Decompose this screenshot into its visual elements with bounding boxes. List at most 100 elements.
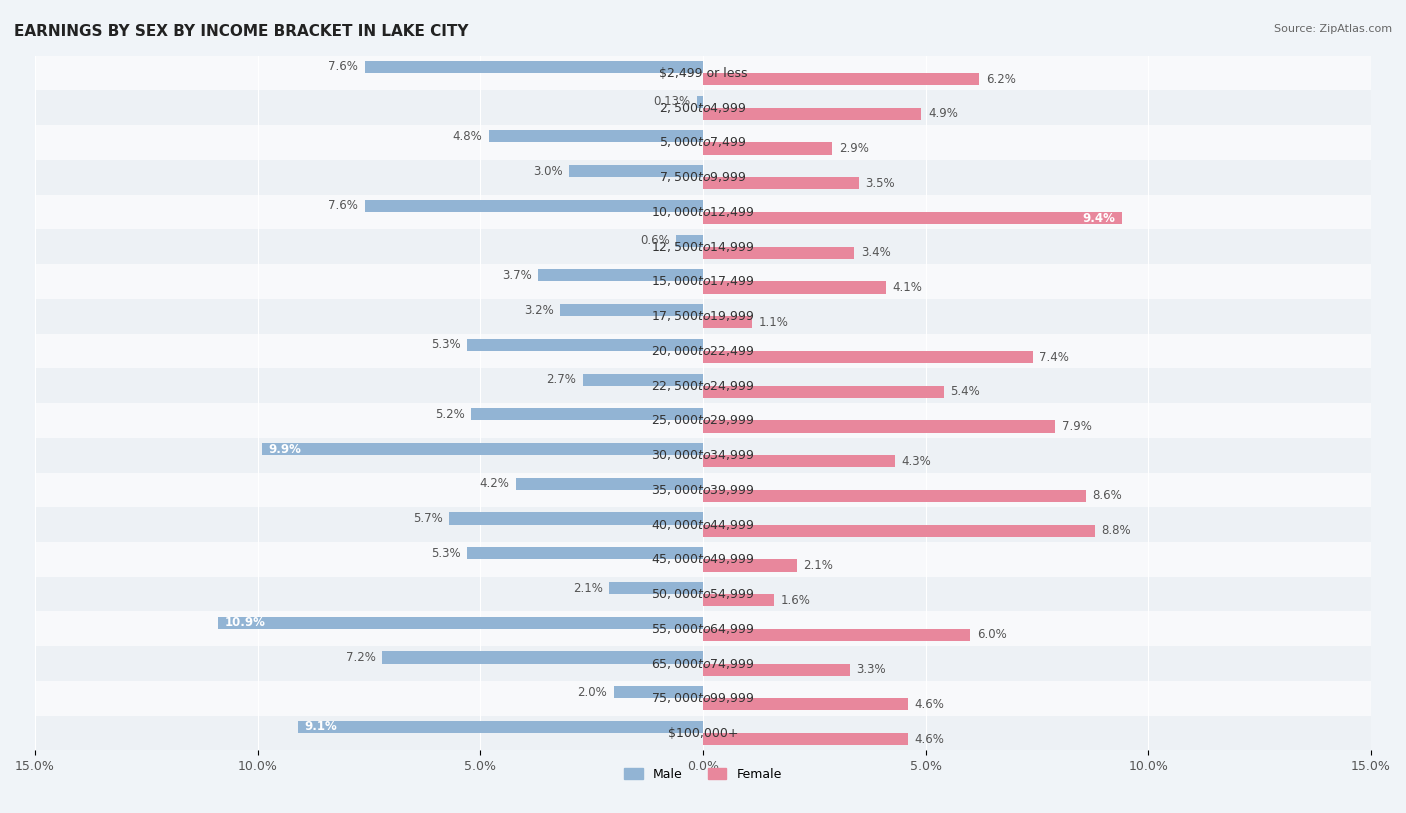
Bar bbox=[703, 351, 1032, 363]
Bar bbox=[703, 455, 894, 467]
Text: 3.7%: 3.7% bbox=[502, 269, 531, 282]
Text: 10.9%: 10.9% bbox=[224, 616, 266, 629]
Bar bbox=[382, 651, 703, 663]
Text: 5.2%: 5.2% bbox=[434, 408, 465, 421]
Text: $5,000 to $7,499: $5,000 to $7,499 bbox=[659, 136, 747, 150]
Bar bbox=[218, 617, 703, 628]
Bar bbox=[703, 108, 921, 120]
Bar bbox=[35, 403, 1371, 437]
Text: $65,000 to $74,999: $65,000 to $74,999 bbox=[651, 657, 755, 671]
Bar bbox=[467, 547, 703, 559]
Text: 8.8%: 8.8% bbox=[1102, 524, 1132, 537]
Text: 5.4%: 5.4% bbox=[950, 385, 980, 398]
Text: 0.6%: 0.6% bbox=[640, 234, 669, 247]
Bar bbox=[471, 408, 703, 420]
Bar bbox=[298, 721, 703, 733]
Text: 4.6%: 4.6% bbox=[914, 698, 945, 711]
Bar bbox=[35, 542, 1371, 576]
Bar bbox=[449, 512, 703, 524]
Bar bbox=[703, 663, 851, 676]
Text: 4.3%: 4.3% bbox=[901, 454, 931, 467]
Bar bbox=[703, 177, 859, 189]
Bar bbox=[703, 316, 752, 328]
Bar bbox=[703, 420, 1054, 433]
Bar bbox=[35, 125, 1371, 160]
Text: $12,500 to $14,999: $12,500 to $14,999 bbox=[651, 240, 755, 254]
Text: 3.4%: 3.4% bbox=[860, 246, 891, 259]
Text: 5.7%: 5.7% bbox=[413, 512, 443, 525]
Bar bbox=[703, 733, 908, 746]
Text: Source: ZipAtlas.com: Source: ZipAtlas.com bbox=[1274, 24, 1392, 34]
Text: $30,000 to $34,999: $30,000 to $34,999 bbox=[651, 448, 755, 462]
Text: 4.1%: 4.1% bbox=[893, 281, 922, 294]
Bar bbox=[703, 628, 970, 641]
Text: $40,000 to $44,999: $40,000 to $44,999 bbox=[651, 518, 755, 532]
Bar bbox=[614, 686, 703, 698]
Bar bbox=[35, 576, 1371, 611]
Text: $50,000 to $54,999: $50,000 to $54,999 bbox=[651, 587, 755, 601]
Text: 7.6%: 7.6% bbox=[328, 199, 359, 212]
Bar bbox=[35, 715, 1371, 750]
Bar bbox=[35, 160, 1371, 194]
Legend: Male, Female: Male, Female bbox=[619, 763, 787, 786]
Bar bbox=[364, 61, 703, 73]
Bar bbox=[703, 559, 797, 572]
Bar bbox=[262, 443, 703, 455]
Bar bbox=[582, 373, 703, 385]
Bar bbox=[35, 333, 1371, 368]
Bar bbox=[516, 478, 703, 490]
Text: 4.9%: 4.9% bbox=[928, 107, 957, 120]
Text: $75,000 to $99,999: $75,000 to $99,999 bbox=[651, 691, 755, 706]
Bar bbox=[538, 269, 703, 281]
Text: 0.13%: 0.13% bbox=[654, 95, 690, 108]
Bar bbox=[703, 385, 943, 398]
Text: 1.1%: 1.1% bbox=[759, 315, 789, 328]
Text: $25,000 to $29,999: $25,000 to $29,999 bbox=[651, 413, 755, 428]
Text: 7.2%: 7.2% bbox=[346, 651, 375, 664]
Bar bbox=[35, 611, 1371, 646]
Text: 9.4%: 9.4% bbox=[1083, 211, 1115, 224]
Text: 2.1%: 2.1% bbox=[803, 559, 834, 572]
Text: 7.9%: 7.9% bbox=[1062, 420, 1091, 433]
Bar bbox=[703, 212, 1122, 224]
Text: 3.5%: 3.5% bbox=[866, 176, 896, 189]
Text: $7,500 to $9,999: $7,500 to $9,999 bbox=[659, 170, 747, 185]
Bar bbox=[35, 229, 1371, 264]
Text: $2,499 or less: $2,499 or less bbox=[659, 67, 747, 80]
Bar bbox=[703, 142, 832, 154]
Text: 7.6%: 7.6% bbox=[328, 60, 359, 73]
Text: 9.1%: 9.1% bbox=[304, 720, 337, 733]
Bar bbox=[569, 165, 703, 177]
Text: 7.4%: 7.4% bbox=[1039, 350, 1069, 363]
Text: 9.9%: 9.9% bbox=[269, 442, 302, 455]
Bar bbox=[35, 646, 1371, 681]
Text: $15,000 to $17,499: $15,000 to $17,499 bbox=[651, 275, 755, 289]
Text: 3.2%: 3.2% bbox=[524, 303, 554, 316]
Bar bbox=[489, 130, 703, 142]
Text: EARNINGS BY SEX BY INCOME BRACKET IN LAKE CITY: EARNINGS BY SEX BY INCOME BRACKET IN LAK… bbox=[14, 24, 468, 39]
Text: 2.9%: 2.9% bbox=[839, 142, 869, 155]
Text: 2.0%: 2.0% bbox=[578, 685, 607, 698]
Bar bbox=[35, 55, 1371, 90]
Bar bbox=[703, 246, 855, 259]
Bar bbox=[676, 235, 703, 246]
Text: $17,500 to $19,999: $17,500 to $19,999 bbox=[651, 309, 755, 324]
Text: 5.3%: 5.3% bbox=[430, 547, 460, 560]
Text: 6.2%: 6.2% bbox=[986, 72, 1015, 85]
Text: $55,000 to $64,999: $55,000 to $64,999 bbox=[651, 622, 755, 636]
Bar bbox=[703, 594, 775, 606]
Text: $22,500 to $24,999: $22,500 to $24,999 bbox=[651, 379, 755, 393]
Bar bbox=[697, 96, 703, 108]
Bar bbox=[35, 368, 1371, 403]
Text: $45,000 to $49,999: $45,000 to $49,999 bbox=[651, 552, 755, 567]
Text: 3.3%: 3.3% bbox=[856, 663, 886, 676]
Text: $20,000 to $22,499: $20,000 to $22,499 bbox=[651, 344, 755, 358]
Bar bbox=[35, 90, 1371, 125]
Bar bbox=[467, 339, 703, 351]
Text: 4.6%: 4.6% bbox=[914, 733, 945, 746]
Bar bbox=[703, 524, 1095, 537]
Bar bbox=[609, 582, 703, 594]
Text: 3.0%: 3.0% bbox=[533, 165, 562, 178]
Text: 2.7%: 2.7% bbox=[546, 373, 576, 386]
Bar bbox=[35, 194, 1371, 229]
